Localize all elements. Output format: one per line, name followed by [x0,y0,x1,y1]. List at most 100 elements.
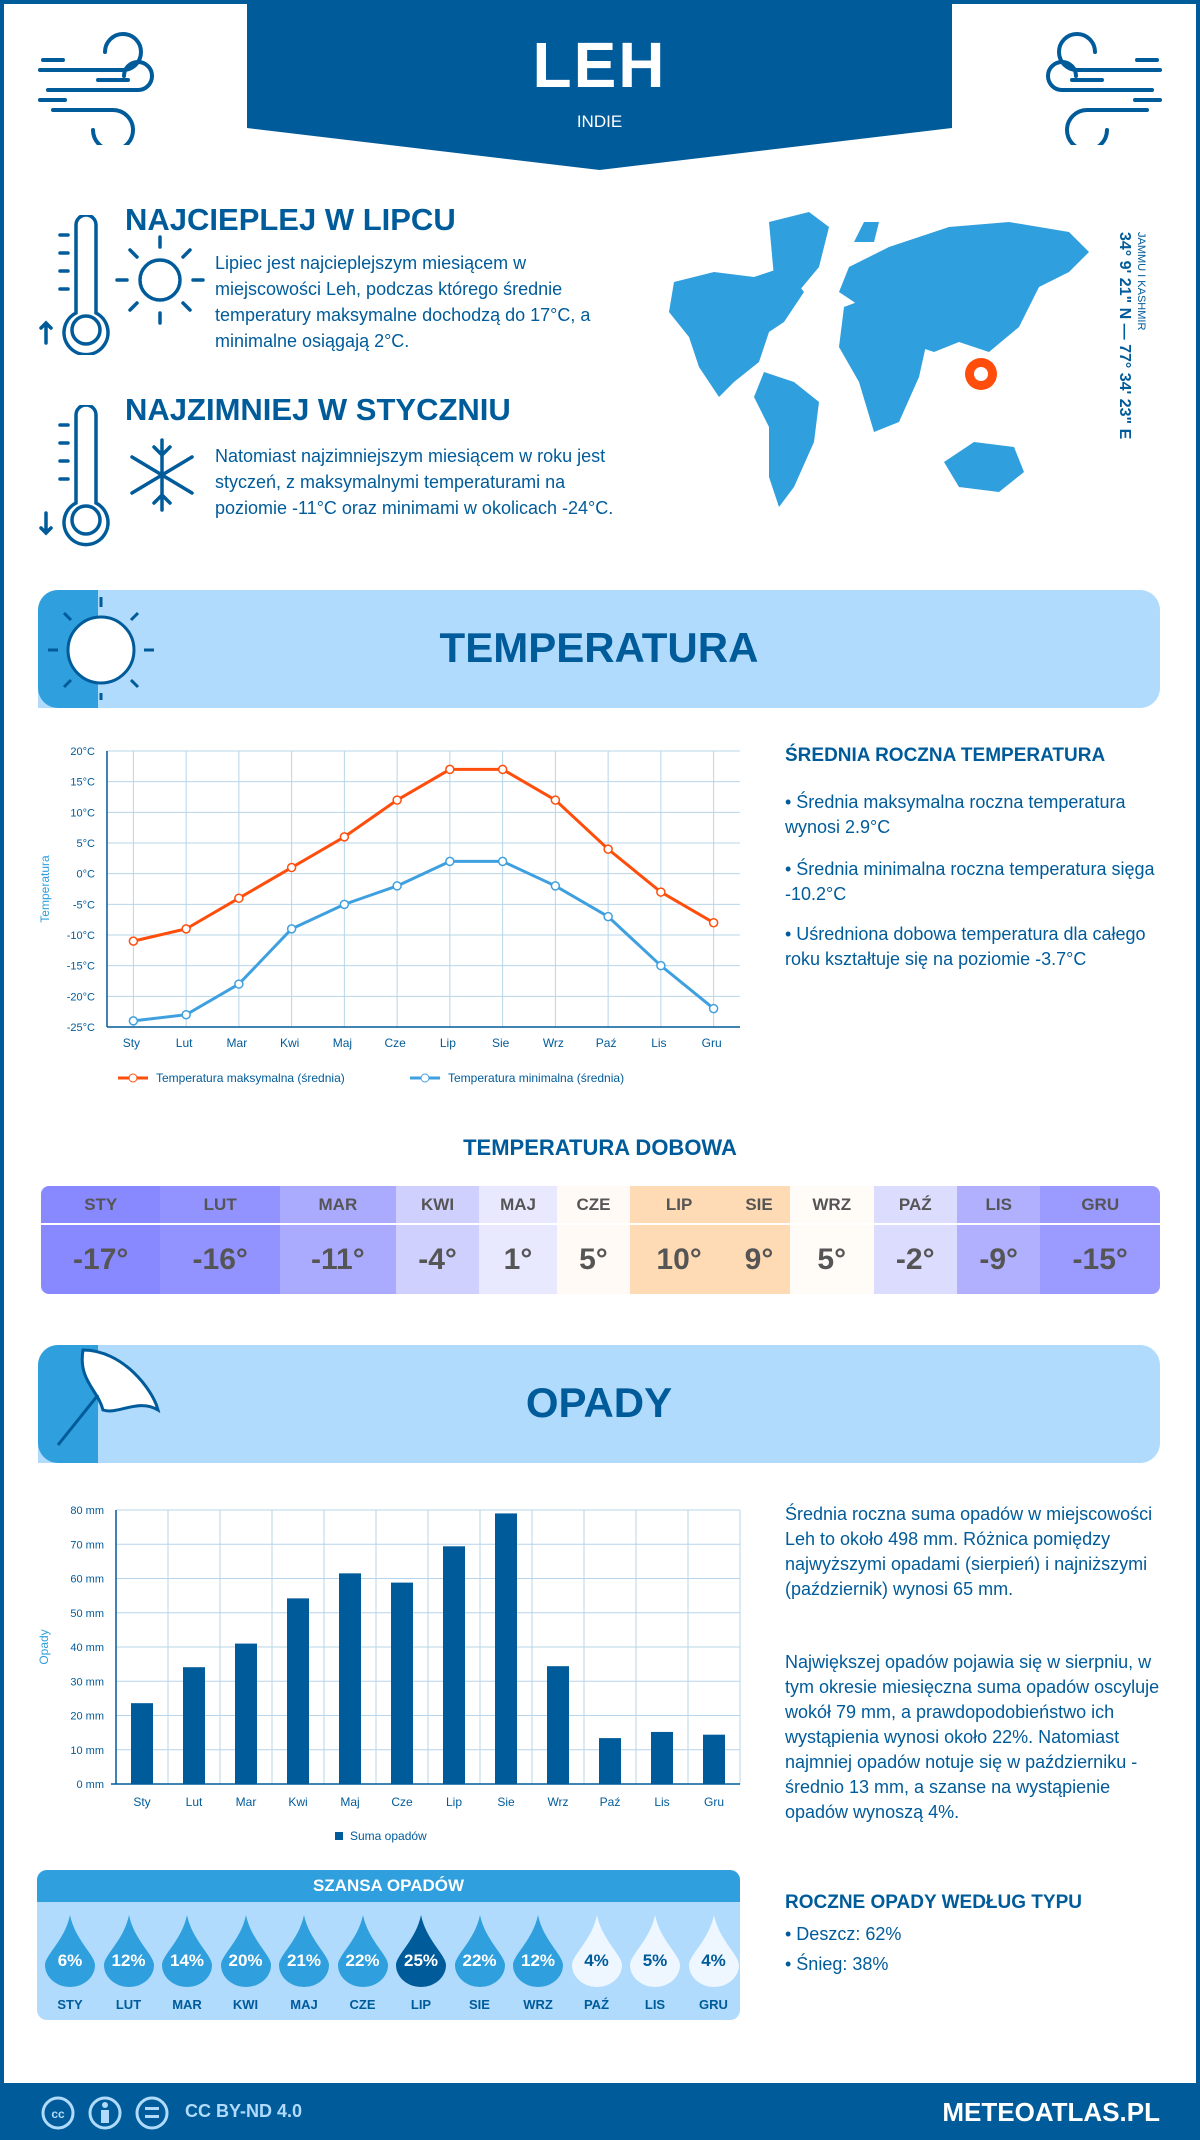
series-line-0 [133,767,715,943]
x-tick-label: Maj [333,1036,352,1050]
raindrop-icon [513,1915,563,1987]
legend-swatch [335,1832,343,1840]
raindrop-icon [688,1915,739,1987]
daily-temp-5: 5° [556,1224,631,1294]
precip-chance-title: SZANSA OPADÓW [37,1870,740,1902]
chance-value: 4% [584,1951,609,1970]
data-point [603,911,613,922]
data-point [392,795,402,805]
y-tick-label: 70 mm [70,1539,104,1551]
daily-temp-title: TEMPERATURA DOBOWA [463,1135,737,1160]
daily-month-1: LUT [160,1186,280,1225]
precip-chance-drop: 21% MAJ [279,1915,329,2012]
chance-month: MAJ [290,1997,318,2012]
y-tick-label: -5°C [73,899,95,911]
data-point [392,881,402,891]
site-link[interactable]: METEOATLAS.PL [942,2097,1160,2127]
chance-value: 4% [701,1951,726,1970]
daily-month-5: CZE [556,1186,631,1225]
chance-value: 25% [403,1951,439,1970]
y-tick-label: 80 mm [70,1505,104,1517]
chance-value: 12% [520,1951,556,1970]
chance-value: 22% [462,1951,497,1970]
data-point [181,924,191,934]
chance-month: KWI [232,1997,259,2012]
x-tick-label: Gru [702,1036,722,1050]
precip-chance-drop: 22% CZE [337,1915,388,2012]
precip-chance-drop: 12% LUT [103,1915,154,2012]
x-tick-label: Lip [446,1795,462,1809]
precip-section-title: OPADY [525,1379,673,1426]
x-tick-label: Lis [651,1036,666,1050]
y-tick-label: 15°C [70,777,95,789]
license-label[interactable]: CC BY-ND 4.0 [185,2101,303,2121]
coldest-title: NAJZIMNIEJ W STYCZNIU [125,392,511,427]
data-point [128,1016,139,1026]
data-point [550,795,561,805]
legend-label: Temperatura maksymalna (średnia) [156,1071,345,1085]
raindrop-icon [45,1915,95,1987]
data-point [445,856,455,867]
legend-marker [420,1073,430,1083]
precipitation-chart: 80 mm 70 mm 60 mm 50 mm 40 mm 30 mm 20 mm 10 mm… [37,1505,741,1843]
temp-summary-title: ŚREDNIA ROCZNA TEMPERATURA [785,745,1106,766]
x-tick-label: Sie [492,1036,510,1050]
y-tick-label: -25°C [67,1022,95,1034]
temperature-section-header: TEMPERATURA [38,590,1160,708]
daily-temp-0: -17° [41,1224,161,1294]
precip-bar [339,1573,361,1784]
x-tick-label: Mar [236,1795,257,1809]
daily-month-3: KWI [395,1186,480,1225]
precip-bar [235,1643,257,1784]
data-point [286,924,297,934]
region-label: JAMMU I KASHMIR [1135,232,1147,331]
daily-temp-2: -11° [279,1224,396,1294]
raindrop-icon [279,1915,329,1987]
data-point [603,844,613,854]
precip-bar [547,1666,569,1784]
wind-icon-right [1046,32,1162,145]
chance-month: SIE [469,1997,490,2012]
daily-temp-8: 5° [789,1224,874,1294]
data-point [550,881,561,891]
warmest-title: NAJCIEPLEJ W LIPCU [125,202,456,237]
precip-chance-drop: 22% SIE [454,1915,505,2012]
cc-license-icons[interactable]: cc [40,2095,175,2131]
daily-temp-1: -16° [160,1224,280,1294]
precip-chance-drop: 6% STY [45,1915,95,2012]
y-tick-label: 0°C [77,869,96,881]
legend-marker [128,1073,138,1083]
temp-summary-item: • Uśredniona dobowa temperatura dla całe… [785,924,1146,969]
x-tick-label: Lut [186,1795,203,1809]
daily-temp-6: 10° [630,1224,729,1294]
daily-temp-table: STY LUT MAR KWI MAJ CZE LIP SIE WRZ PAŹ LIS GRU -17°… [41,1186,1160,1294]
umbrella-icon [56,1348,161,1446]
data-point [497,856,508,867]
x-tick-label: Maj [340,1795,359,1809]
chance-month: STY [57,1997,83,2012]
temp-summary-item: • Średnia minimalna roczna temperatura s… [785,859,1155,904]
chance-month: GRU [699,1997,728,2012]
precip-type-title: ROCZNE OPADY WEDŁUG TYPU [785,1892,1082,1913]
legend-label: Temperatura minimalna (średnia) [448,1071,624,1085]
x-tick-label: Lip [440,1036,456,1050]
warmest-text: Lipiec jest najcieplejszym miesiącem w m… [215,253,591,351]
chance-month: WRZ [523,1997,553,2012]
precip-chance-drop: 20% KWI [220,1915,271,2012]
x-tick-label: Sty [133,1795,150,1809]
precip-chance-drop: 4% GRU [688,1915,739,2012]
precip-bar [287,1598,309,1784]
x-tick-label: Sie [497,1795,515,1809]
raindrop-icon [571,1915,622,1987]
x-tick-label: Paź [596,1036,617,1050]
data-point [708,917,719,928]
precip-section-header: OPADY [38,1345,1160,1463]
precip-bar [391,1582,413,1784]
x-tick-label: Mar [227,1036,248,1050]
sun-icon [48,597,154,700]
chance-month: LIP [410,1997,432,2012]
daily-temp-7: 9° [728,1224,790,1294]
y-tick-label: 60 mm [70,1574,104,1586]
coordinates: 34° 9' 21" N — 77° 34' 23" E [1116,232,1133,440]
x-tick-label: Kwi [288,1795,307,1809]
